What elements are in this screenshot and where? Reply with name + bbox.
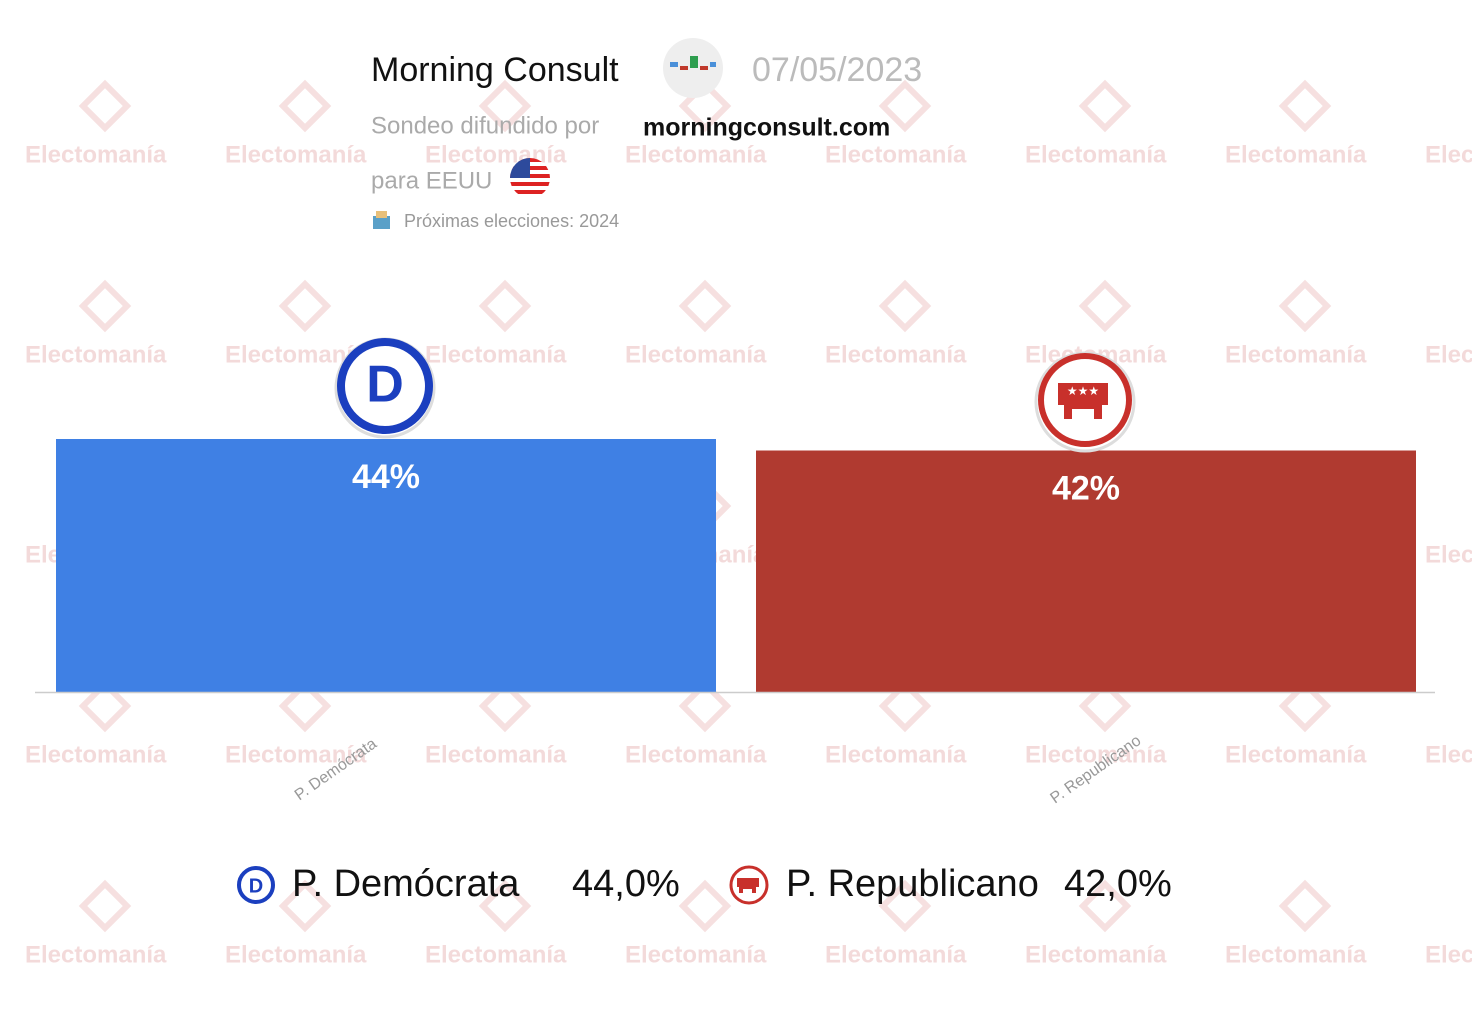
legend-value: 44,0% [572,863,680,905]
watermark-text: Electomanía [825,741,967,768]
svg-text:★★★: ★★★ [1067,384,1099,398]
legend-value: 42,0% [1064,863,1172,905]
watermark-text: Electomanía [1225,741,1367,768]
watermark-icon [1078,79,1132,133]
watermark-text: Electomanía [1025,741,1167,768]
watermark-icon [678,879,732,933]
watermark-icon [478,79,532,133]
watermark-text: Electomanía [1425,341,1472,368]
source: morningconsult.com [643,114,890,142]
watermark-icon [78,79,132,133]
watermark-icon [278,279,332,333]
watermark-text: Electomanía [1425,741,1472,768]
value-label: 44% [352,458,420,496]
watermark-icon [78,679,132,733]
watermark-text: Electomanía [225,741,367,768]
watermark-text: Electomanía [625,941,767,968]
watermark-icon [678,679,732,733]
watermark-icon [678,279,732,333]
watermark-icon [78,879,132,933]
next-election: Próximas elecciones: 2024 [404,211,619,231]
watermark-text: Electomanía [625,341,767,368]
bar [56,439,716,692]
watermark-text: Electomanía [1225,941,1367,968]
watermark-icon [478,279,532,333]
watermark-text: Electomanía [25,341,167,368]
watermark-text: Electomanía [425,141,567,168]
watermark-icon [1278,679,1332,733]
ballot-icon [373,211,390,229]
watermark-text: Electomanía [825,941,967,968]
watermark-icon [78,279,132,333]
watermark-text: Electomanía [1425,141,1472,168]
watermark-icon [278,79,332,133]
svg-text:D: D [249,875,263,897]
spread-by: Sondeo difundido por [371,112,599,139]
us-flag [510,158,550,198]
watermark-text: Electomanía [825,341,967,368]
watermark-icon [1078,279,1132,333]
watermark-text: Electomanía [825,141,967,168]
watermark-text: Electomanía [1025,941,1167,968]
pollster-logo [663,38,723,98]
legend: D P. Demócrata 44,0% P. Republicano 42,0% [237,863,1172,905]
watermark-text: Electomanía [425,741,567,768]
region: para EEUU [371,167,492,194]
watermark-icon [278,879,332,933]
watermark-icon [878,79,932,133]
watermark-icon [478,679,532,733]
watermark-icon [1078,879,1132,933]
watermark-text: Electomanía [225,141,367,168]
watermark-text: Electomanía [1225,341,1367,368]
legend-name: P. Republicano [786,863,1039,905]
pollster-name: Morning Consult [371,51,619,89]
watermark-icon [1278,879,1332,933]
legend-name: P. Demócrata [292,863,520,905]
watermark-text: Electomanía [25,741,167,768]
watermark-text: Electomanía [25,141,167,168]
watermark-text: Electomanía [625,741,767,768]
watermark-text: Electomanía [1425,941,1472,968]
svg-text:D: D [366,356,404,414]
watermark-text: Electomanía [25,941,167,968]
watermark-icon [678,79,732,133]
watermark-text: Electomanía [425,941,567,968]
watermark-icon [1278,279,1332,333]
poll-date: 07/05/2023 [752,51,922,89]
watermark-text: Electomanía [1225,141,1367,168]
watermark-icon [1078,679,1132,733]
watermark-icon [878,279,932,333]
watermark-text: Electomanía [425,341,567,368]
watermark-icon [878,879,932,933]
watermark-icon [478,879,532,933]
watermark-icon [278,679,332,733]
rep-logo: ★★★ [1034,351,1136,453]
watermark-text: Electomanía [1025,141,1167,168]
watermark-text: Electomanía [225,941,367,968]
watermark-icon [1278,79,1332,133]
dem-logo: D [334,337,436,439]
value-label: 42% [1052,469,1120,507]
bar [756,450,1416,692]
watermark-icon [878,679,932,733]
watermark-text: Electomanía [625,141,767,168]
watermark-text: Electomanía [1425,541,1472,568]
